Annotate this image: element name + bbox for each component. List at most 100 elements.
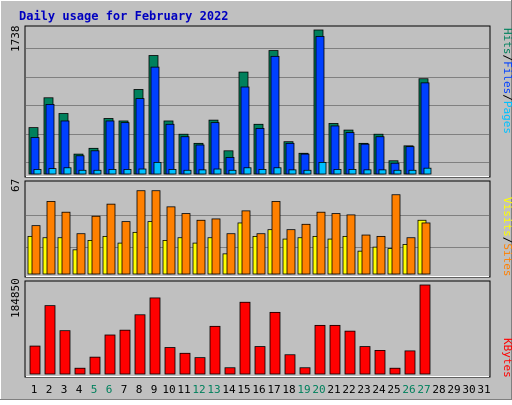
files-bar (120, 122, 130, 175)
pages-bar (273, 167, 282, 175)
files-bar (210, 122, 220, 175)
kbytes-bar (134, 314, 146, 375)
chart-bars (27, 29, 432, 375)
legend-part: Sites (501, 243, 512, 276)
sites-bar (31, 225, 41, 275)
files-bar (165, 123, 175, 175)
legend-part: / (501, 94, 512, 101)
x-axis-day-label: 25 (387, 383, 400, 396)
pages-bar (198, 169, 207, 175)
pages-bar (78, 169, 87, 175)
hits-files-pages-legend: Hits/Files/Pages (501, 28, 512, 134)
files-bar (375, 136, 385, 175)
pages-bar (33, 169, 42, 175)
pages-bar (408, 169, 417, 175)
pages-bar (288, 169, 297, 175)
pages-bar (123, 169, 132, 175)
kbytes-bar (419, 284, 431, 375)
files-bar (315, 36, 325, 175)
files-bar (285, 142, 295, 175)
x-axis-day-label: 18 (282, 383, 295, 396)
x-axis-day-label: 9 (151, 383, 158, 396)
x-axis-day-label: 5 (91, 383, 98, 396)
sites-bar (316, 211, 326, 275)
sites-bar (346, 214, 356, 275)
x-axis-day-label: 31 (477, 383, 490, 396)
pages-bar (108, 169, 117, 175)
kbytes-bar (44, 305, 56, 375)
kbytes-bar (119, 329, 131, 375)
files-bar (240, 86, 250, 175)
legend-part: Hits (501, 28, 512, 55)
files-bar (135, 98, 145, 175)
x-axis-day-label: 1 (31, 383, 38, 396)
pages-bar (363, 169, 372, 175)
x-axis-day-label: 15 (237, 383, 250, 396)
x-axis-day-label: 21 (327, 383, 340, 396)
kbytes-bar (374, 350, 386, 375)
x-axis-day-label: 4 (76, 383, 83, 396)
sites-bar (121, 221, 131, 275)
sites-bar (76, 233, 86, 275)
pages-bar (168, 169, 177, 175)
legend-part: Files (501, 61, 512, 94)
legend-part: Visits (501, 197, 512, 237)
x-axis-day-label: 14 (222, 383, 236, 396)
kbytes-bar (149, 297, 161, 375)
x-axis-day-label: 10 (162, 383, 175, 396)
files-bar (420, 82, 430, 175)
pages-bar (183, 169, 192, 175)
x-axis-day-label: 23 (357, 383, 370, 396)
kbytes-bar (359, 346, 371, 375)
chart-title: Daily usage for February 2022 (19, 9, 229, 23)
pages-bar (48, 168, 57, 175)
files-bar (30, 137, 40, 175)
kbytes-bar (59, 330, 71, 375)
sites-panel-max-label: 67 (9, 179, 22, 192)
x-axis-day-label: 27 (417, 383, 430, 396)
sites-bar (301, 223, 311, 275)
kbytes-bar (179, 352, 191, 375)
kbytes-bar (104, 334, 116, 375)
sites-bar (286, 229, 296, 275)
sites-bar (46, 201, 56, 275)
sites-bar (211, 218, 221, 275)
sites-bar (226, 233, 236, 275)
x-axis-day-label: 29 (447, 383, 460, 396)
pages-bar (153, 162, 162, 175)
sites-bar (61, 211, 71, 275)
pages-bar (318, 162, 327, 175)
files-bar (180, 136, 190, 175)
pages-bar (93, 169, 102, 175)
kbytes-bar (224, 367, 236, 375)
files-bar (330, 125, 340, 175)
sites-bar (241, 210, 251, 275)
sites-bar (361, 234, 371, 275)
sites-bar (181, 213, 191, 275)
kbytes-bar (239, 301, 251, 375)
sites-bar (166, 206, 176, 275)
sites-bar (106, 203, 116, 275)
kbytes-bar (194, 357, 206, 375)
x-axis-day-label: 16 (252, 383, 265, 396)
pages-bar (393, 169, 402, 175)
files-bar (150, 66, 160, 175)
pages-bar (138, 168, 147, 175)
pages-bar (213, 168, 222, 175)
kbytes-bar (74, 367, 86, 375)
x-axis-day-label: 30 (462, 383, 475, 396)
files-bar (255, 128, 265, 175)
kbytes-legend: KBytes (501, 338, 512, 378)
sites-bar (151, 190, 161, 275)
files-bar (105, 120, 115, 175)
kbytes-bar (329, 324, 341, 375)
pages-bar (228, 169, 237, 175)
legend-part: / (501, 237, 512, 244)
x-axis-day-label: 24 (372, 383, 386, 396)
sites-bar (421, 222, 431, 275)
sites-bar (136, 190, 146, 275)
x-axis-day-label: 26 (402, 383, 415, 396)
x-axis-day-label: 3 (61, 383, 68, 396)
